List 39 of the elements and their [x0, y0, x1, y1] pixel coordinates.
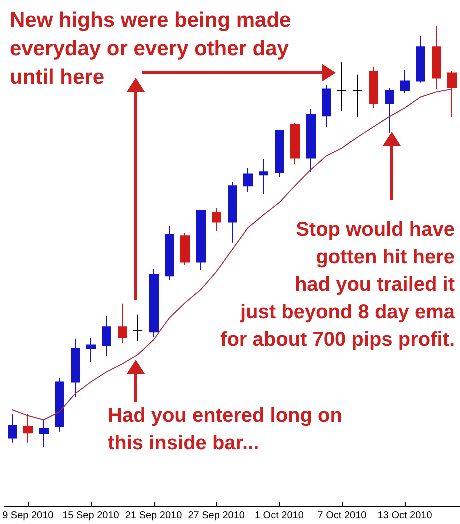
x-tick-label: 7 Oct 2010 [318, 510, 368, 522]
candlestick [55, 378, 64, 432]
candlestick [118, 303, 127, 344]
candlestick [243, 167, 253, 192]
candlestick [149, 268, 159, 338]
candlestick [102, 316, 111, 357]
candlestick [259, 158, 268, 195]
candlestick [306, 108, 316, 173]
x-tick-label: 21 Sep 2010 [125, 510, 183, 522]
annotation: New highs were being made everyday or every other day until here [10, 8, 292, 89]
candlestick [385, 87, 394, 134]
x-tick-label: 27 Sep 2010 [188, 510, 246, 522]
candlestick [416, 36, 425, 84]
candlestick [400, 70, 410, 94]
candlestick [165, 226, 174, 280]
candlestick [86, 338, 96, 363]
x-tick-label: 15 Sep 2010 [62, 510, 120, 522]
x-tick-label: 9 Sep 2010 [2, 510, 54, 522]
candlestick [8, 414, 17, 444]
candlestick [196, 210, 206, 271]
candlestick [290, 122, 300, 165]
candlestick [39, 420, 49, 448]
candlestick [228, 182, 237, 244]
x-tick-label: 1 Oct 2010 [254, 510, 304, 522]
candlestick [322, 84, 331, 128]
candlestick [71, 338, 80, 398]
candlestick [432, 26, 441, 90]
candlestick [337, 62, 347, 112]
candlestick [353, 74, 363, 118]
candlestick [23, 414, 33, 444]
candlestick [133, 314, 143, 342]
candlestick [447, 70, 457, 118]
annotation: Stop would have gotten hit here had you trailed it just beyond 8 day ema for about 700 pips profit. [220, 218, 456, 351]
candlestick [275, 130, 284, 178]
candlestick [369, 66, 378, 109]
candlestick [180, 232, 190, 266]
x-tick-label: 13 Oct 2010 [378, 510, 433, 522]
annotation: Had you entered long on this inside bar... [108, 404, 342, 454]
candlestick [212, 207, 221, 232]
